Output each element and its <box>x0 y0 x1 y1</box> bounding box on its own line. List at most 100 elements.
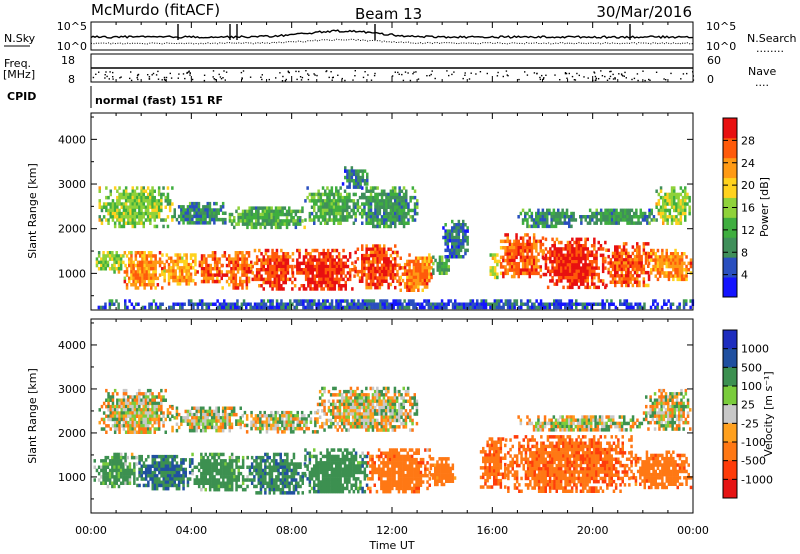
power-band-7 <box>354 244 401 290</box>
power-colorbar-label-3: 16 <box>741 202 755 215</box>
nave-point <box>564 72 567 75</box>
nave-point <box>402 79 405 82</box>
power-colorbar-swatch-1 <box>723 257 737 278</box>
nave-point <box>92 76 95 79</box>
nave-point <box>191 78 194 81</box>
nave-point <box>112 71 114 74</box>
nave-point <box>682 73 685 75</box>
nave-point <box>412 73 414 75</box>
nave-point <box>394 71 396 73</box>
velocity-colorbar: 1000 500 100 25 -25 -100 -500 -1000 <box>723 330 773 499</box>
nave-point <box>648 78 650 81</box>
velocity-colorbar-label-3: 25 <box>741 399 755 412</box>
nave-point <box>624 71 626 74</box>
noise-tick-right-top: 10^5 <box>706 20 736 33</box>
nave-point <box>409 79 412 82</box>
power-band-4 <box>221 251 253 290</box>
nave-point <box>282 75 284 78</box>
nave-tick-top: 60 <box>707 54 721 67</box>
nave-point <box>568 72 570 75</box>
nave-point <box>637 79 639 82</box>
velocity-colorbar-label-2: 100 <box>741 380 762 393</box>
time-tick-label-1: 04:00 <box>175 524 207 537</box>
power-band-12 <box>542 237 607 290</box>
nave-point <box>576 72 578 75</box>
nave-point <box>287 70 289 72</box>
power-ytick-label-0: 1000 <box>58 267 86 280</box>
nave-point <box>545 74 547 76</box>
velocity-band-10 <box>98 388 174 434</box>
nave-point <box>434 77 436 80</box>
velocity-band-12 <box>241 410 319 434</box>
nsky-trace <box>90 29 693 39</box>
nave-point <box>219 76 222 78</box>
velocity-band-9 <box>630 450 693 490</box>
nave-point <box>105 71 107 73</box>
nave-point <box>163 76 166 79</box>
power-band-0 <box>95 251 127 274</box>
nave-tick-bottom: 0 <box>707 73 714 86</box>
nave-point <box>428 74 431 77</box>
nave-point <box>169 72 171 75</box>
nave-point <box>212 76 214 78</box>
nave-point <box>119 77 121 79</box>
nave-point <box>165 76 168 79</box>
power-colorbar-label-0: 4 <box>741 269 748 282</box>
power-band-18 <box>304 186 356 225</box>
cpid-text: normal (fast) 151 RF <box>95 94 223 107</box>
nave-point <box>295 70 297 73</box>
nave-point <box>542 78 545 80</box>
nave-point <box>112 76 114 78</box>
nsearch-label: N.Search <box>747 32 797 45</box>
nave-point <box>188 70 190 72</box>
nave-point <box>665 79 667 81</box>
power-band-21 <box>517 208 582 229</box>
nave-point <box>554 74 556 76</box>
nave-point <box>337 74 339 76</box>
velocity-band-15 <box>642 388 692 431</box>
nave-point <box>583 76 585 78</box>
nave-point <box>470 72 472 74</box>
velocity-heatmap <box>93 386 693 495</box>
nave-point <box>601 75 604 77</box>
nave-point <box>431 70 433 72</box>
nave-point <box>595 77 597 79</box>
nave-point <box>464 72 466 74</box>
nave-point <box>453 71 455 73</box>
cpid-label: CPID <box>7 90 36 103</box>
nave-point <box>505 70 508 72</box>
nave-point <box>189 74 191 76</box>
time-tick-label-6: 00:00 <box>677 524 709 537</box>
beam-title: Beam 13 <box>355 5 422 23</box>
nave-point <box>104 77 106 79</box>
power-band-9 <box>432 255 450 275</box>
freq-tick-bottom: 8 <box>68 73 75 86</box>
nave-point <box>136 75 139 77</box>
nave-point <box>373 74 376 77</box>
power-colorbar-label-5: 24 <box>741 157 755 170</box>
nave-point <box>352 79 354 81</box>
nave-point <box>341 77 343 80</box>
nave-point <box>300 79 303 81</box>
nave-point <box>203 74 206 76</box>
power-band-23 <box>655 186 691 225</box>
nave-point <box>157 78 160 80</box>
nave-point <box>313 73 315 75</box>
velocity-band-6 <box>429 457 457 487</box>
power-colorbar-swatch-6 <box>723 157 737 179</box>
velocity-band-3 <box>246 452 307 495</box>
nave-point <box>502 75 504 78</box>
nave-point <box>362 76 365 79</box>
time-tick-label-5: 20:00 <box>577 524 609 537</box>
power-band-14 <box>647 248 693 282</box>
nave-point <box>225 71 228 73</box>
power-band-19 <box>354 186 419 229</box>
velocity-colorbar-label-0: 1000 <box>741 343 769 356</box>
nave-point <box>261 78 263 81</box>
velocity-band-0 <box>93 452 138 489</box>
nave-point <box>298 70 300 73</box>
nave-point <box>486 72 488 75</box>
power-colorbar-label-4: 20 <box>741 179 755 192</box>
nave-point <box>279 72 281 74</box>
velocity-colorbar-swatch-1 <box>723 348 737 368</box>
